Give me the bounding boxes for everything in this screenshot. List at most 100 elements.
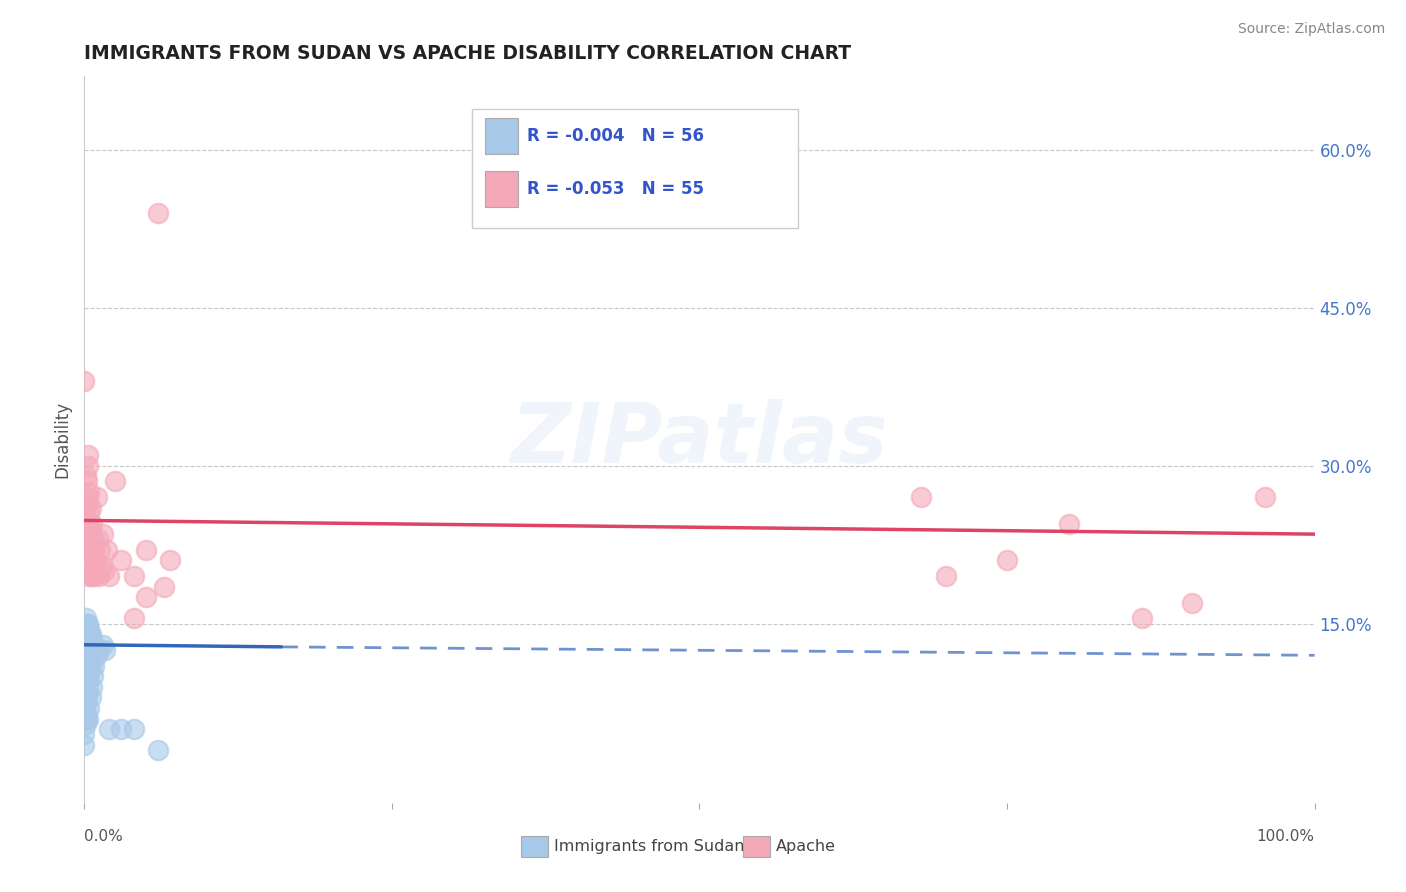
Point [75, 627, 97, 641]
Point [159, 553, 181, 567]
Point [995, 553, 1018, 567]
Point [122, 611, 145, 625]
Point [76, 648, 98, 663]
Point [84, 553, 107, 567]
Point [83, 569, 105, 583]
Point [75, 643, 97, 657]
Point [82, 669, 104, 683]
Point [79, 701, 101, 715]
Point [91, 527, 114, 541]
Point [79, 506, 101, 520]
Point [76, 516, 98, 531]
Text: IMMIGRANTS FROM SUDAN VS APACHE DISABILITY CORRELATION CHART: IMMIGRANTS FROM SUDAN VS APACHE DISABILI… [84, 44, 852, 63]
Text: R = -0.004   N = 56: R = -0.004 N = 56 [527, 128, 704, 145]
Point [77, 616, 100, 631]
Point [77, 712, 100, 726]
Point [86, 490, 108, 504]
Point [75, 706, 97, 721]
Point [76, 627, 98, 641]
Point [80, 632, 103, 647]
Point [80, 569, 103, 583]
Text: Immigrants from Sudan: Immigrants from Sudan [554, 838, 745, 854]
Point [87, 533, 110, 547]
Point [135, 591, 157, 605]
Point [79, 500, 101, 515]
Text: 0.0%: 0.0% [84, 830, 124, 844]
Point [77, 448, 100, 462]
Point [79, 543, 101, 558]
Point [76, 616, 98, 631]
Point [75, 685, 97, 699]
Point [87, 643, 111, 657]
Bar [522, 836, 548, 857]
FancyBboxPatch shape [472, 109, 799, 228]
Point [76, 669, 98, 683]
Point [79, 538, 101, 552]
Point [110, 553, 132, 567]
Point [79, 627, 101, 641]
Point [153, 580, 176, 594]
Point [110, 722, 132, 736]
Point [73, 375, 96, 389]
Point [83, 543, 105, 558]
Point [75, 611, 97, 625]
Point [935, 569, 957, 583]
Point [75, 469, 97, 483]
Point [75, 500, 97, 515]
Point [83, 658, 105, 673]
Point [86, 564, 108, 578]
Point [80, 638, 103, 652]
Point [76, 475, 98, 489]
Point [80, 516, 103, 531]
Point [77, 680, 100, 694]
Point [73, 727, 96, 741]
Text: Apache: Apache [776, 838, 835, 854]
Point [77, 638, 100, 652]
Point [75, 638, 97, 652]
Point [75, 622, 97, 636]
Point [75, 696, 97, 710]
Point [90, 558, 112, 573]
Point [77, 522, 100, 536]
Point [148, 206, 170, 220]
Point [86, 648, 108, 663]
Point [82, 533, 104, 547]
Point [122, 722, 145, 736]
Point [76, 622, 98, 636]
Point [77, 627, 100, 641]
Point [1057, 516, 1080, 531]
Point [91, 638, 114, 652]
Point [75, 616, 97, 631]
Point [148, 743, 170, 757]
Point [76, 543, 98, 558]
Point [77, 658, 100, 673]
Point [79, 522, 101, 536]
Point [76, 638, 98, 652]
Point [75, 654, 97, 668]
Point [98, 722, 120, 736]
Point [135, 543, 157, 558]
Text: R = -0.053   N = 55: R = -0.053 N = 55 [527, 180, 704, 198]
Point [76, 632, 98, 647]
Point [82, 564, 104, 578]
Point [87, 569, 111, 583]
Text: ZIPatlas: ZIPatlas [510, 399, 889, 480]
Point [79, 622, 101, 636]
Point [79, 690, 101, 705]
Point [75, 664, 97, 678]
Point [93, 564, 115, 578]
Point [79, 669, 101, 683]
Point [94, 643, 117, 657]
Text: 100.0%: 100.0% [1257, 830, 1315, 844]
Point [98, 569, 120, 583]
Point [104, 475, 127, 489]
Point [79, 632, 101, 647]
Point [79, 569, 101, 583]
Point [77, 548, 100, 562]
Point [79, 638, 101, 652]
Y-axis label: Disability: Disability [53, 401, 72, 478]
Point [73, 738, 96, 752]
Point [1130, 611, 1153, 625]
Point [1254, 490, 1277, 504]
Point [910, 490, 932, 504]
